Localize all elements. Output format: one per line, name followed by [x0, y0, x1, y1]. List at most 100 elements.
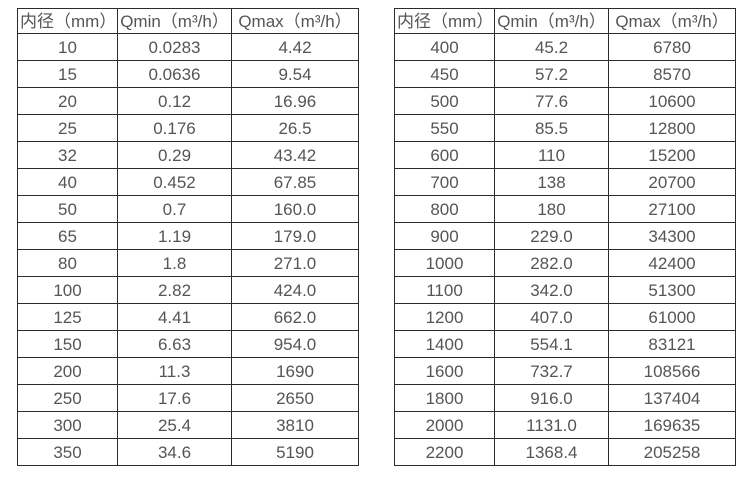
table-cell: 9.54 [231, 60, 359, 88]
table-row: 65 1.19 179.0 [17, 222, 359, 250]
table-row: 200 11.3 1690 [17, 357, 359, 385]
table-row: 50 0.7 160.0 [17, 195, 359, 223]
column-header: 内径（mm） [17, 8, 118, 34]
table-cell: 0.12 [117, 87, 232, 115]
table-cell: 407.0 [494, 303, 609, 331]
table-cell: 1690 [231, 357, 359, 385]
table-cell: 61000 [608, 303, 736, 331]
table-cell: 34.6 [117, 438, 232, 466]
table-cell: 350 [17, 438, 118, 466]
table-cell: 180 [494, 195, 609, 223]
table-cell: 200 [17, 357, 118, 385]
table-cell: 57.2 [494, 60, 609, 88]
table-cell: 100 [17, 276, 118, 304]
table-cell: 77.6 [494, 87, 609, 115]
table-cell: 1600 [394, 357, 495, 385]
table-cell: 732.7 [494, 357, 609, 385]
table-cell: 1000 [394, 249, 495, 277]
column-header: 内径（mm） [394, 8, 495, 34]
table-row: 2000 1131.0 169635 [394, 411, 736, 439]
table-cell: 2.82 [117, 276, 232, 304]
table-cell: 110 [494, 141, 609, 169]
table-cell: 8570 [608, 60, 736, 88]
table-row: 900 229.0 34300 [394, 222, 736, 250]
table-cell: 5190 [231, 438, 359, 466]
table-cell: 2650 [231, 384, 359, 412]
table-cell: 700 [394, 168, 495, 196]
table-cell: 0.7 [117, 195, 232, 223]
column-header: Qmin（m³/h） [117, 8, 232, 34]
table-cell: 50 [17, 195, 118, 223]
table-cell: 42400 [608, 249, 736, 277]
table-cell: 1.19 [117, 222, 232, 250]
table-cell: 0.29 [117, 141, 232, 169]
table-cell: 17.6 [117, 384, 232, 412]
table-cell: 12800 [608, 114, 736, 142]
table-cell: 26.5 [231, 114, 359, 142]
table-cell: 229.0 [494, 222, 609, 250]
table-row: 1800 916.0 137404 [394, 384, 736, 412]
table-cell: 282.0 [494, 249, 609, 277]
table-row: 500 77.6 10600 [394, 87, 736, 115]
table-cell: 34300 [608, 222, 736, 250]
table-row: 1600 732.7 108566 [394, 357, 736, 385]
table-row: 150 6.63 954.0 [17, 330, 359, 358]
table-cell: 800 [394, 195, 495, 223]
table-cell: 450 [394, 60, 495, 88]
table-cell: 160.0 [231, 195, 359, 223]
column-header: Qmin（m³/h） [494, 8, 609, 34]
table-row: 1200 407.0 61000 [394, 303, 736, 331]
table-cell: 80 [17, 249, 118, 277]
table-cell: 554.1 [494, 330, 609, 358]
table-cell: 1400 [394, 330, 495, 358]
table-row: 10 0.0283 4.42 [17, 33, 359, 61]
table-cell: 205258 [608, 438, 736, 466]
table-cell: 600 [394, 141, 495, 169]
table-cell: 271.0 [231, 249, 359, 277]
table-cell: 2000 [394, 411, 495, 439]
table-cell: 916.0 [494, 384, 609, 412]
table-row: 450 57.2 8570 [394, 60, 736, 88]
table-cell: 0.0636 [117, 60, 232, 88]
table-cell: 108566 [608, 357, 736, 385]
header-row: 内径（mm） Qmin（m³/h） Qmax（m³/h） [17, 8, 359, 34]
table-cell: 342.0 [494, 276, 609, 304]
table-cell: 20 [17, 87, 118, 115]
table-row: 250 17.6 2650 [17, 384, 359, 412]
table-row: 800 180 27100 [394, 195, 736, 223]
table-cell: 900 [394, 222, 495, 250]
table-row: 350 34.6 5190 [17, 438, 359, 466]
table-cell: 85.5 [494, 114, 609, 142]
flow-table-large-diameters: 内径（mm） Qmin（m³/h） Qmax（m³/h） 400 45.2 6780 45… [394, 8, 736, 466]
table-cell: 1800 [394, 384, 495, 412]
column-header: Qmax（m³/h） [608, 8, 736, 34]
table-cell: 1131.0 [494, 411, 609, 439]
table-cell: 11.3 [117, 357, 232, 385]
table-cell: 4.41 [117, 303, 232, 331]
table-row: 125 4.41 662.0 [17, 303, 359, 331]
header-row: 内径（mm） Qmin（m³/h） Qmax（m³/h） [394, 8, 736, 34]
table-row: 600 110 15200 [394, 141, 736, 169]
table-cell: 500 [394, 87, 495, 115]
table-cell: 15200 [608, 141, 736, 169]
table-row: 550 85.5 12800 [394, 114, 736, 142]
table-row: 300 25.4 3810 [17, 411, 359, 439]
table-cell: 300 [17, 411, 118, 439]
table-cell: 662.0 [231, 303, 359, 331]
table-cell: 6.63 [117, 330, 232, 358]
table-cell: 10600 [608, 87, 736, 115]
table-cell: 83121 [608, 330, 736, 358]
table-row: 32 0.29 43.42 [17, 141, 359, 169]
table-cell: 169635 [608, 411, 736, 439]
table-cell: 40 [17, 168, 118, 196]
table-cell: 137404 [608, 384, 736, 412]
table-cell: 250 [17, 384, 118, 412]
table-cell: 51300 [608, 276, 736, 304]
table-row: 1400 554.1 83121 [394, 330, 736, 358]
table-cell: 3810 [231, 411, 359, 439]
table-row: 80 1.8 271.0 [17, 249, 359, 277]
column-header: Qmax（m³/h） [231, 8, 359, 34]
table-cell: 4.42 [231, 33, 359, 61]
table-cell: 954.0 [231, 330, 359, 358]
